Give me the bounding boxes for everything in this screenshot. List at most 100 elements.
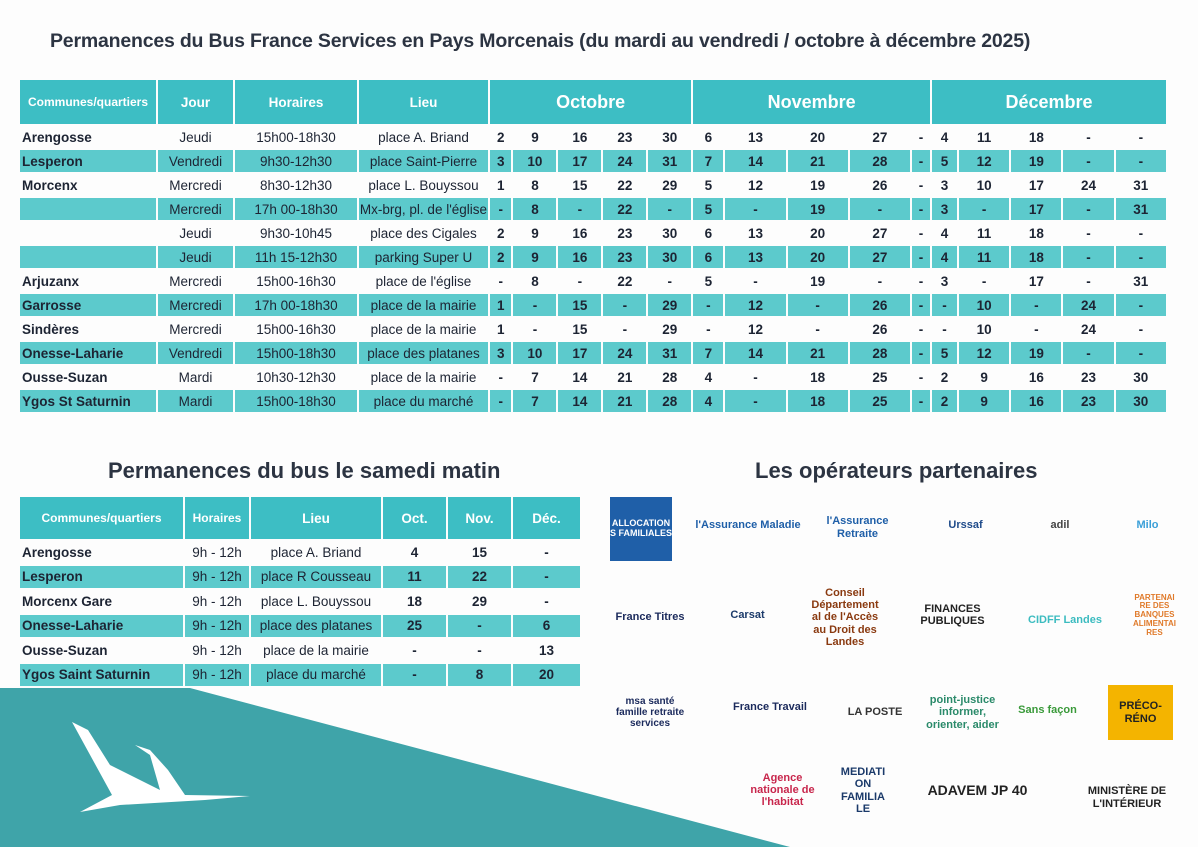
cell-horaires: 17h 00-18h30 [235, 294, 357, 316]
date-cell: 20 [810, 225, 826, 241]
date-cell: - [849, 198, 910, 220]
date-cell: 30 [1115, 390, 1166, 412]
partner-logo: FINANCES PUBLIQUES [920, 602, 985, 627]
date-cell: 17 [1028, 273, 1044, 289]
date-cell: 2 [931, 390, 958, 412]
cell-horaires: 15h00-18h30 [235, 342, 357, 364]
cell-commune: Onesse-Laharie [20, 342, 156, 364]
cell-dec: 13 [538, 642, 555, 658]
cell-commune: Ousse-Suzan [22, 369, 108, 385]
date-cell: - [1063, 198, 1114, 220]
date-cell: 13 [747, 129, 763, 145]
date-cell: 22 [617, 273, 633, 289]
cell-horaires: 9h - 12h [192, 593, 242, 609]
date-cell: 14 [558, 390, 602, 412]
cell-nov: - [448, 614, 511, 637]
cell-horaires: 10h30-12h30 [256, 369, 336, 385]
table-row: Onesse-Laharie 9h - 12h place des platanes… [20, 614, 580, 637]
table-row: Ousse-Suzan 9h - 12h place de la mairie - - 1… [20, 639, 580, 662]
date-cell: 18 [787, 390, 848, 412]
cell-jour: Mercredi [158, 294, 233, 316]
date-cell: - [1115, 246, 1166, 268]
cell-jour: Mardi [158, 390, 233, 412]
date-cell: 3 [931, 198, 958, 220]
cell-lieu: place des platanes [359, 342, 488, 364]
date-cell: - [1063, 150, 1114, 172]
date-cell: 23 [617, 225, 633, 241]
date-cell: 31 [1133, 273, 1149, 289]
date-cell: 12 [725, 294, 786, 316]
date-cell: 9 [959, 390, 1010, 412]
date-cell: 19 [810, 273, 826, 289]
date-cell: 22 [603, 198, 647, 220]
date-cell: 1 [490, 294, 512, 316]
cell-lieu: place de la mairie [263, 642, 369, 658]
cell-jour: Mardi [178, 369, 213, 385]
date-cell: 7 [513, 390, 557, 412]
date-cell: 29 [648, 294, 692, 316]
column-header: Lieu [359, 80, 488, 124]
cell-commune: Morcenx Gare [22, 593, 113, 609]
date-cell: 16 [558, 246, 602, 268]
date-cell: 4 [940, 129, 949, 145]
cell-commune: Arjuzanx [22, 273, 80, 289]
date-cell: - [1063, 342, 1114, 364]
date-cell: 27 [872, 225, 888, 241]
partner-logo: l'Assurance Maladie [695, 518, 801, 531]
cell-lieu: place de la mairie [370, 369, 477, 385]
table-row: Arjuzanx Mercredi 15h00-16h30 place de l'ég… [20, 270, 1166, 292]
cell-commune: Onesse-Laharie [20, 614, 183, 637]
cell-jour: Mercredi [169, 177, 222, 193]
date-cell: - [498, 273, 503, 289]
cell-dec: - [544, 544, 549, 560]
cell-horaires: 15h00-16h30 [256, 273, 336, 289]
date-cell: 5 [931, 342, 958, 364]
date-cell: - [911, 390, 930, 412]
date-cell: 12 [747, 177, 763, 193]
table-row: Mercredi 17h 00-18h30 Mx-brg, pl. de l'égl… [20, 198, 1166, 220]
table-row: Jeudi 11h 15-12h30 parking Super U 2 9 16 23 30… [20, 246, 1166, 268]
date-cell: - [1138, 321, 1144, 337]
cell-nov: 15 [471, 544, 488, 560]
partner-logo: ALLOCATIONS FAMILIALES [610, 497, 672, 561]
cell-jour: Vendredi [158, 150, 233, 172]
date-cell: - [490, 198, 512, 220]
date-cell: 16 [572, 225, 588, 241]
date-cell: 17 [558, 150, 602, 172]
date-cell: 24 [603, 342, 647, 364]
date-cell: - [918, 321, 924, 337]
month-header: Novembre [693, 80, 930, 124]
date-cell: 6 [693, 246, 724, 268]
date-cell: 4 [940, 225, 949, 241]
date-cell: 10 [959, 294, 1010, 316]
partner-logo: Agence nationale de l'habitat [750, 771, 815, 809]
table-row: Arengosse Jeudi 15h00-18h30 place A. Briand… [20, 126, 1166, 148]
partner-logo: MINISTÈRE DE L'INTÉRIEUR [1087, 785, 1167, 810]
cell-dec: 6 [513, 614, 580, 637]
date-cell: - [1086, 129, 1091, 145]
date-cell: 9 [513, 246, 557, 268]
date-cell: 28 [849, 150, 910, 172]
date-cell: 26 [872, 321, 888, 337]
date-cell: - [911, 294, 930, 316]
column-header: Horaires [235, 80, 357, 124]
partner-logo: Carsat [730, 608, 765, 621]
date-cell: - [877, 273, 883, 289]
cell-commune: Lesperon [20, 150, 156, 172]
date-cell: 19 [1011, 342, 1062, 364]
cell-horaires: 9h - 12h [185, 614, 249, 637]
date-cell: 31 [1115, 198, 1166, 220]
cell-lieu: place A. Briand [270, 544, 362, 560]
date-cell: - [1063, 246, 1114, 268]
date-cell: - [1138, 129, 1144, 145]
date-cell: 8 [531, 177, 539, 193]
month-header: Octobre [490, 80, 692, 124]
cell-commune: Ygos St Saturnin [20, 390, 156, 412]
date-cell: 31 [648, 342, 692, 364]
partner-logo: Conseil Départemental de l'Accès au Droi… [811, 587, 879, 648]
date-cell: 5 [693, 198, 724, 220]
date-cell: 30 [648, 246, 692, 268]
date-cell: - [1034, 321, 1039, 337]
date-cell: 19 [810, 177, 826, 193]
